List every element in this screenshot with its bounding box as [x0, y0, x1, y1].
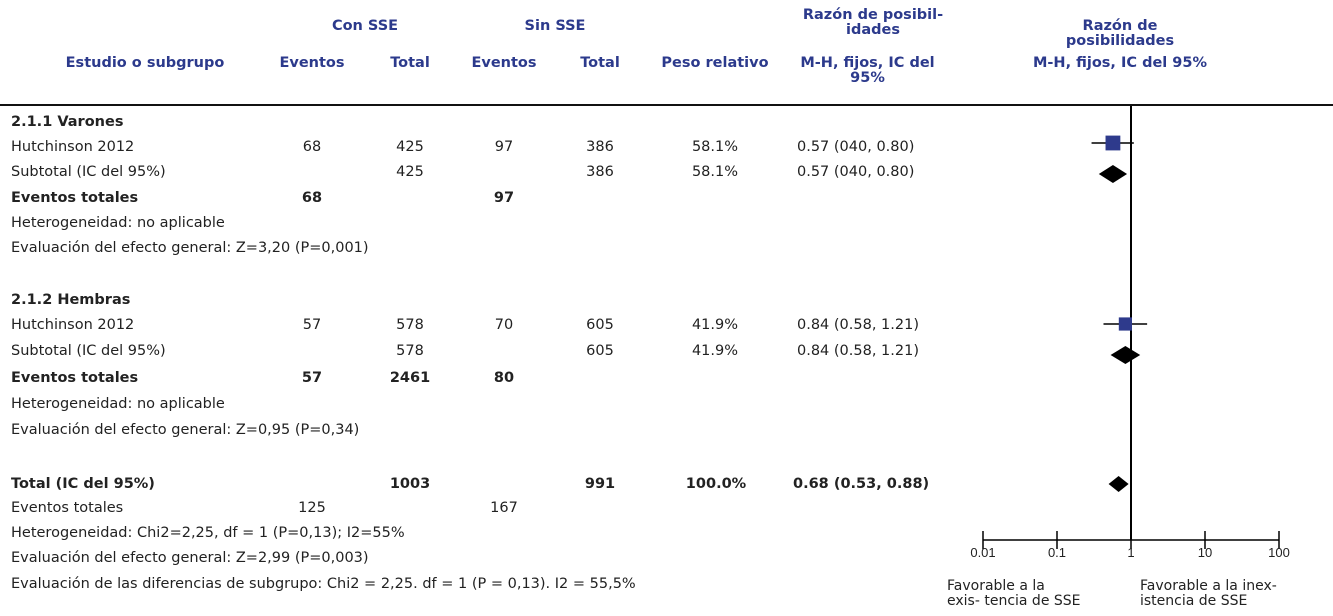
s2-effect: Evaluación del efecto general: Z=0,95 (P…: [11, 422, 360, 438]
s2-events-label: Eventos totales: [11, 370, 139, 386]
total-weight: 100.0%: [685, 476, 747, 492]
s1-events-label: Eventos totales: [11, 190, 139, 206]
x-tick-label-2: 1: [1127, 545, 1134, 560]
total-events-e1: 125: [298, 500, 326, 516]
s1-subtotal-t2: 386: [586, 164, 614, 180]
s1-subtotal-name: Subtotal (IC del 95%): [11, 164, 166, 180]
s2-subtotal-t1: 578: [396, 343, 424, 359]
diamond-4: [1108, 476, 1129, 492]
header-plot-title: Razón de posibilidades: [1065, 18, 1175, 49]
total-ci: 0.68 (0.53, 0.88): [793, 476, 930, 492]
s1-study-ci: 0.57 (040, 0.80): [797, 139, 915, 155]
header-total1: Total: [390, 55, 430, 71]
header-events2: Eventos: [471, 55, 537, 71]
total-name: Total (IC del 95%): [11, 476, 155, 492]
section1-title: 2.1.1 Varones: [11, 114, 124, 130]
s2-subtotal-t2: 605: [586, 343, 614, 359]
header-total2: Total: [580, 55, 620, 71]
x-tick-label-0: 0.01: [970, 545, 995, 560]
header-or-title: Razón de posibil- idades: [802, 7, 944, 38]
s2-events-e1: 57: [301, 370, 323, 386]
total-heterogeneity: Heterogeneidad: Chi2=2,25, df = 1 (P=0,1…: [11, 525, 405, 541]
s2-study-e2: 70: [494, 317, 514, 333]
s2-events-e2: 80: [493, 370, 515, 386]
s2-study-t2: 605: [586, 317, 614, 333]
diamond-1: [1098, 165, 1128, 183]
s2-study-ci: 0.84 (0.58, 1.21): [797, 317, 919, 333]
s1-subtotal-weight: 58.1%: [691, 164, 739, 180]
subgroup-differences: Evaluación de las diferencias de subgrup…: [11, 576, 636, 592]
s1-effect: Evaluación del efecto general: Z=3,20 (P…: [11, 240, 369, 256]
header-study: Estudio o subgrupo: [65, 55, 225, 71]
header-rule: [0, 104, 1333, 106]
s2-subtotal-ci: 0.84 (0.58, 1.21): [797, 343, 919, 359]
s1-study-e1: 68: [302, 139, 322, 155]
header-or-method: M-H, fijos, IC del 95%: [800, 55, 935, 86]
x-tick-label-1: 0.1: [1048, 545, 1066, 560]
header-group2: Sin SSE: [524, 18, 586, 34]
total-effect: Evaluación del efecto general: Z=2,99 (P…: [11, 550, 369, 566]
s2-study-name: Hutchinson 2012: [11, 317, 135, 333]
s2-events-t1: 2461: [389, 370, 431, 386]
study-marker-0: [1105, 135, 1121, 151]
s1-events-e1: 68: [301, 190, 323, 206]
s2-subtotal-name: Subtotal (IC del 95%): [11, 343, 166, 359]
total-events-e2: 167: [490, 500, 518, 516]
study-marker-2: [1118, 317, 1132, 331]
total-t2: 991: [584, 476, 616, 492]
s1-subtotal-ci: 0.57 (040, 0.80): [797, 164, 915, 180]
s1-heterogeneity: Heterogeneidad: no aplicable: [11, 215, 225, 231]
s1-subtotal-t1: 425: [396, 164, 424, 180]
s1-study-t2: 386: [586, 139, 614, 155]
s2-study-weight: 41.9%: [691, 317, 739, 333]
section2-title: 2.1.2 Hembras: [11, 292, 131, 308]
header-weight: Peso relativo: [661, 55, 769, 71]
s2-study-t1: 578: [396, 317, 424, 333]
s2-heterogeneity: Heterogeneidad: no aplicable: [11, 396, 225, 412]
x-tick-label-4: 100: [1268, 545, 1290, 560]
total-t1: 1003: [389, 476, 431, 492]
header-group1: Con SSE: [331, 18, 399, 34]
s1-study-t1: 425: [396, 139, 424, 155]
s1-study-weight: 58.1%: [691, 139, 739, 155]
s1-study-name: Hutchinson 2012: [11, 139, 135, 155]
diamond-3: [1110, 346, 1141, 364]
x-tick-label-3: 10: [1198, 545, 1212, 560]
header-events1: Eventos: [279, 55, 345, 71]
favours-right-label: Favorable a la inex- istencia de SSE: [1140, 578, 1277, 609]
favours-left-label: Favorable a la exis- tencia de SSE: [947, 578, 1081, 609]
s1-study-e2: 97: [494, 139, 514, 155]
s2-study-e1: 57: [302, 317, 322, 333]
total-events-label: Eventos totales: [11, 500, 124, 516]
s2-subtotal-weight: 41.9%: [691, 343, 739, 359]
header-plot-method: M-H, fijos, IC del 95%: [1032, 55, 1208, 71]
s1-events-e2: 97: [493, 190, 515, 206]
